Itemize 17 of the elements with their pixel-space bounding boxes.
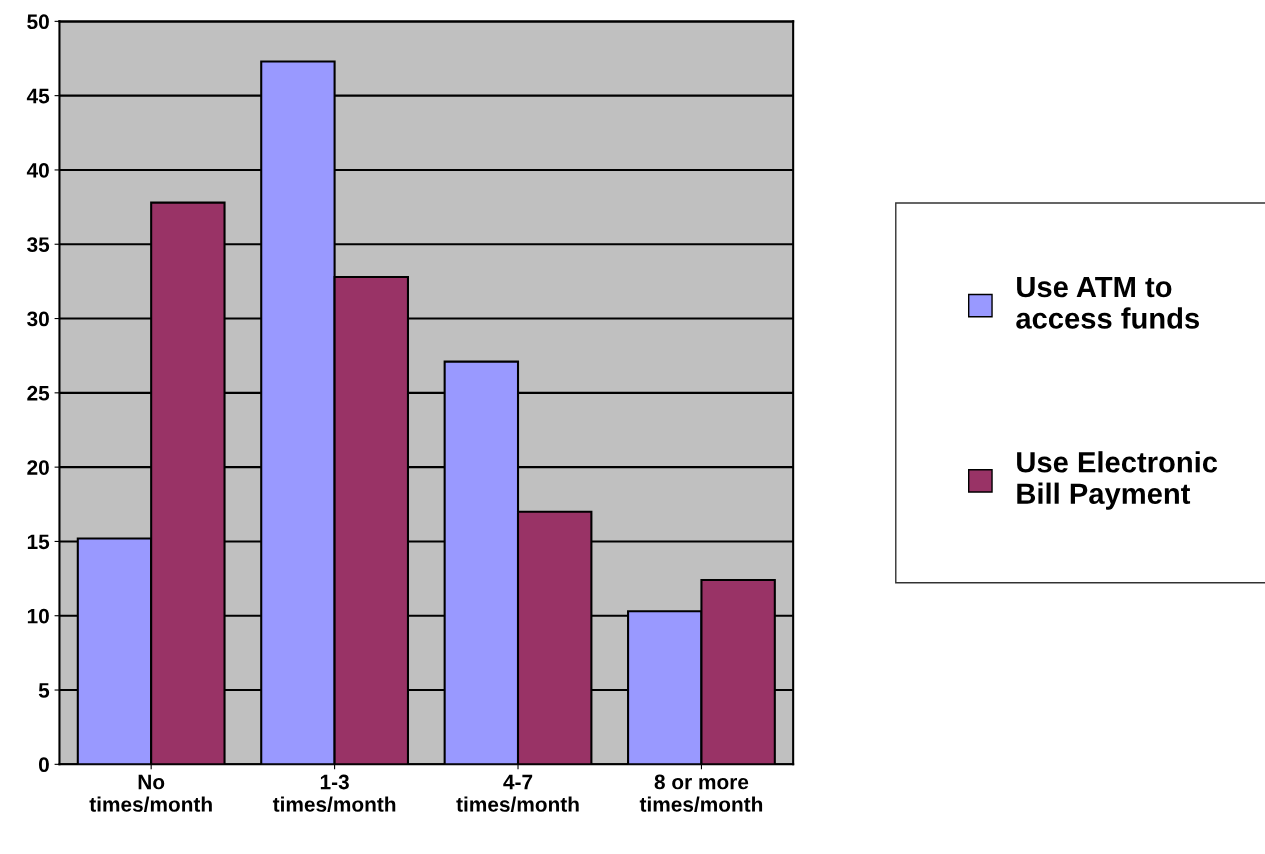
x-tick-label: 4-7 times/month	[456, 774, 579, 813]
y-tick-label: 25	[27, 385, 50, 401]
y-tick-label: 30	[27, 311, 49, 327]
y-tick-label: 45	[26, 88, 50, 104]
y-tick-label: 20	[27, 460, 49, 475]
y-tick-label: 0	[38, 757, 49, 773]
x-tick-label: 8 or more times/month	[639, 774, 763, 813]
x-tick-label: No times/month	[89, 774, 212, 813]
legend-label: Use ATM to access funds	[1016, 276, 1199, 329]
y-tick-label: 10	[27, 608, 49, 624]
y-tick-label: 50	[27, 14, 49, 30]
y-tick-label: 15	[27, 534, 50, 550]
y-tick-label: 40	[26, 162, 49, 178]
y-tick-label: 5	[38, 683, 50, 698]
y-tick-label: 35	[27, 237, 50, 253]
legend-label: Use Electronic Bill Payment	[1017, 451, 1218, 510]
x-tick-label: 1-3 times/month	[272, 774, 396, 813]
